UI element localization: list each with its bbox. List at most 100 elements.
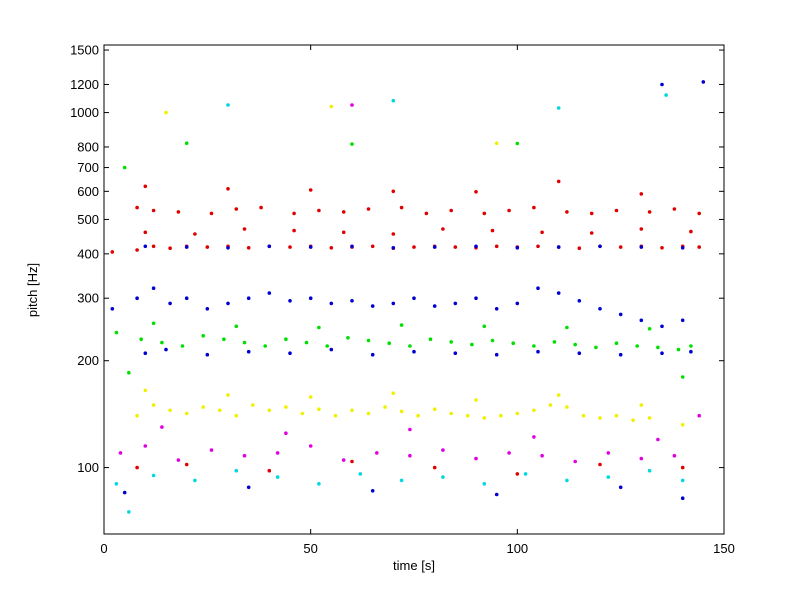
data-point (482, 482, 487, 486)
data-point (614, 208, 619, 213)
data-point (350, 103, 354, 107)
data-point (391, 232, 396, 236)
data-point (515, 411, 520, 416)
data-point (432, 304, 437, 308)
data-point (606, 475, 611, 479)
data-point (110, 250, 115, 254)
data-point (656, 437, 660, 442)
data-point (168, 246, 172, 250)
data-point (226, 187, 230, 191)
data-point (523, 472, 528, 476)
data-point (660, 324, 664, 329)
data-point (292, 228, 296, 233)
data-point (350, 299, 354, 303)
data-point (507, 208, 511, 213)
data-point (589, 211, 594, 216)
data-point (598, 307, 602, 311)
data-point (412, 349, 416, 354)
data-point (135, 205, 139, 210)
data-point (284, 337, 288, 342)
data-point (664, 93, 668, 97)
data-point (317, 482, 321, 486)
data-point (366, 338, 371, 343)
data-point (184, 462, 189, 467)
data-point (308, 245, 313, 249)
data-point (412, 245, 416, 249)
data-point (267, 244, 272, 249)
data-point (267, 408, 272, 413)
data-point (635, 344, 639, 348)
y-axis-label: pitch [Hz] (25, 263, 40, 317)
data-point (577, 246, 582, 250)
data-point (598, 462, 602, 467)
data-point (143, 244, 148, 249)
data-point (226, 301, 230, 306)
data-point (151, 473, 156, 478)
data-point (556, 179, 561, 184)
data-point (341, 230, 346, 235)
data-point (399, 478, 404, 483)
data-point (151, 321, 156, 326)
x-tick-label: 100 (506, 541, 528, 556)
data-point (222, 337, 226, 342)
data-point (647, 327, 652, 331)
data-point (246, 246, 251, 250)
data-point (387, 341, 392, 346)
data-point (412, 296, 416, 301)
data-point (680, 246, 685, 250)
y-tick-label: 400 (77, 246, 99, 261)
y-tick-label: 1500 (70, 43, 99, 58)
x-axis-label: time [s] (393, 558, 435, 573)
data-point (391, 301, 396, 306)
data-point (424, 211, 429, 216)
data-point (267, 291, 272, 295)
data-point (618, 245, 623, 249)
data-point (242, 227, 247, 231)
data-point (672, 207, 677, 211)
data-point (639, 456, 644, 461)
data-point (329, 104, 334, 109)
data-point (639, 192, 644, 196)
data-point (168, 408, 172, 413)
data-point (304, 340, 309, 345)
data-point (577, 351, 582, 356)
data-point (680, 496, 685, 501)
data-point (143, 351, 148, 356)
data-point (358, 472, 363, 476)
data-point (647, 468, 652, 473)
data-point (453, 301, 458, 306)
data-point (515, 246, 520, 250)
data-point (660, 82, 664, 87)
data-point (226, 103, 230, 107)
data-point (246, 485, 251, 490)
x-tick-label: 150 (713, 541, 735, 556)
data-point (143, 230, 148, 235)
data-point (552, 340, 557, 344)
data-point (205, 352, 210, 357)
data-point (474, 296, 478, 301)
data-point (577, 299, 582, 303)
data-point (556, 245, 561, 249)
data-point (234, 468, 239, 473)
data-point (507, 451, 511, 455)
data-point (606, 451, 611, 455)
data-point (184, 245, 189, 249)
data-point (532, 205, 536, 210)
data-point (689, 229, 693, 234)
data-point (288, 245, 292, 249)
y-tick-label: 500 (77, 212, 99, 227)
data-point (329, 347, 334, 352)
data-point (209, 211, 214, 216)
data-point (288, 299, 292, 303)
data-point (164, 110, 168, 115)
data-point (532, 408, 536, 413)
data-point (515, 141, 520, 146)
data-point (184, 141, 189, 145)
data-point (284, 405, 288, 409)
data-point (556, 106, 561, 110)
data-point (432, 245, 437, 249)
data-point (536, 286, 540, 291)
data-point (201, 405, 205, 409)
data-point (246, 296, 251, 301)
data-point (308, 395, 313, 399)
